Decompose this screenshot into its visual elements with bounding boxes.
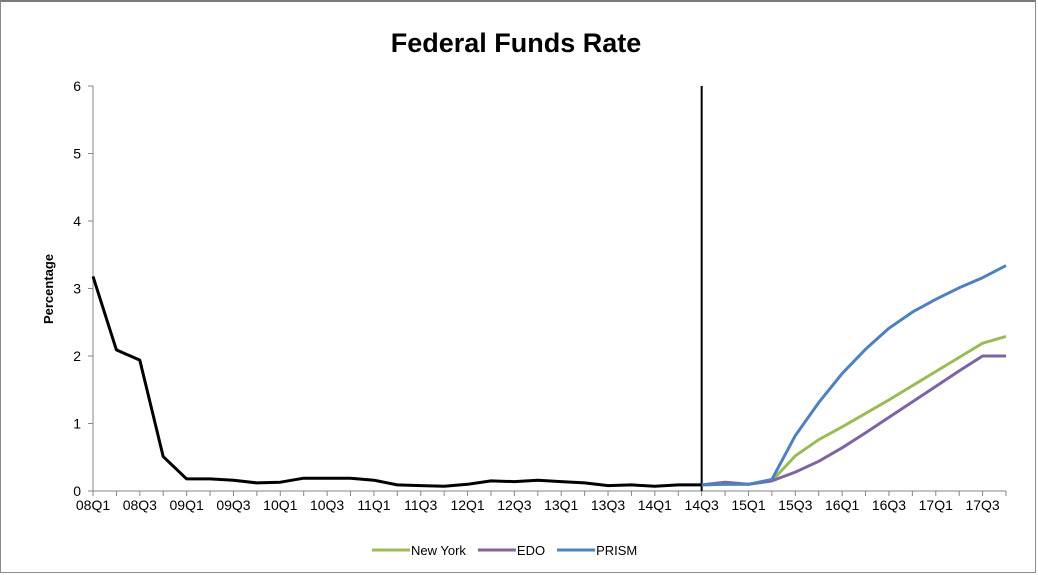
y-axis-label: Percentage: [41, 254, 56, 324]
x-tick-label: 16Q1: [825, 497, 859, 513]
x-tick-label: 15Q3: [778, 497, 812, 513]
y-tick-label: 6: [73, 78, 81, 94]
x-tick-label: 09Q1: [170, 497, 204, 513]
x-tick-label: 16Q3: [872, 497, 906, 513]
x-tick-label: 17Q1: [919, 497, 953, 513]
x-tick-label: 11Q1: [357, 497, 390, 513]
x-tick-label: 15Q1: [731, 497, 765, 513]
x-tick-label: 08Q1: [76, 497, 110, 513]
x-tick-label: 10Q3: [310, 497, 344, 513]
x-tick-label: 08Q3: [123, 497, 157, 513]
x-tick-label: 13Q3: [591, 497, 625, 513]
legend-label-new-york: New York: [411, 543, 466, 558]
x-tick-label: 13Q1: [544, 497, 578, 513]
x-tick-label: 09Q3: [216, 497, 250, 513]
legend: New York EDO PRISM: [372, 543, 637, 558]
series-line-prism: [702, 266, 1006, 485]
x-tick-label: 12Q3: [497, 497, 531, 513]
y-tick-label: 5: [73, 146, 81, 162]
x-tick-label: 11Q3: [404, 497, 437, 513]
x-tick-label: 14Q1: [638, 497, 672, 513]
legend-label-edo: EDO: [517, 543, 545, 558]
x-tick-label: 10Q1: [263, 497, 297, 513]
chart-title: Federal Funds Rate: [391, 28, 642, 58]
y-tick-label: 3: [73, 281, 81, 297]
y-tick-label: 2: [73, 348, 81, 364]
plot-area: [93, 86, 1006, 491]
legend-label-prism: PRISM: [596, 543, 637, 558]
y-tick-label: 4: [73, 213, 81, 229]
x-tick-label: 14Q3: [685, 497, 719, 513]
x-tick-label: 17Q3: [965, 497, 999, 513]
series-line-history: [93, 276, 702, 486]
series-line-new-york: [702, 336, 1006, 485]
y-tick-label: 1: [73, 416, 81, 432]
x-tick-label: 12Q1: [450, 497, 484, 513]
